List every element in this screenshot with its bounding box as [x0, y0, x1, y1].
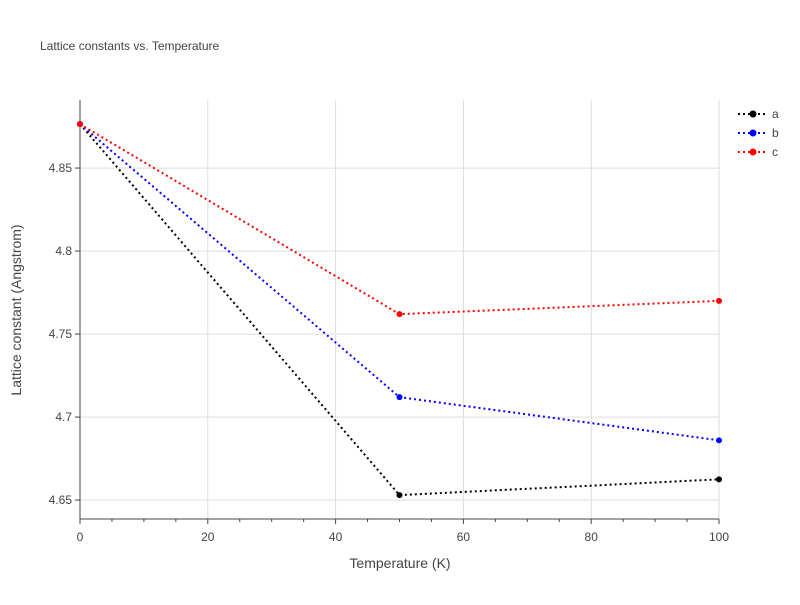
series-line-a	[79, 123, 720, 497]
chart-title: Lattice constants vs. Temperature	[40, 39, 220, 53]
y-tick-label: 4.85	[49, 161, 73, 175]
series-line-c	[79, 123, 720, 316]
data-point-b	[716, 437, 722, 444]
y-tick-label: 4.65	[49, 493, 73, 507]
data-point-c	[716, 297, 722, 304]
y-tick-label: 4.7	[55, 410, 72, 424]
legend-marker-a	[749, 110, 757, 118]
x-tick-label: 0	[77, 530, 84, 544]
y-tick-label: 4.75	[49, 327, 73, 341]
data-point-a	[716, 476, 722, 483]
x-axis-label: Temperature (K)	[349, 555, 450, 571]
x-tick-label: 40	[329, 530, 343, 544]
x-tick-label: 100	[709, 530, 729, 544]
legend-marker-c	[749, 148, 757, 156]
legend-label-b: b	[772, 126, 779, 140]
x-tick-label: 60	[457, 530, 471, 544]
x-tick-label: 20	[201, 530, 215, 544]
legend-label-c: c	[772, 145, 778, 159]
x-tick-label: 80	[585, 530, 599, 544]
legend-label-a: a	[772, 107, 779, 121]
data-point-c	[396, 311, 403, 318]
y-tick-label: 4.8	[55, 244, 72, 258]
data-point-c	[77, 121, 83, 128]
data-point-b	[396, 394, 403, 401]
y-axis-label: Lattice constant (Angstrom)	[8, 224, 24, 395]
data-point-a	[396, 492, 403, 499]
legend-marker-b	[749, 129, 757, 137]
series-line-b	[79, 123, 720, 442]
